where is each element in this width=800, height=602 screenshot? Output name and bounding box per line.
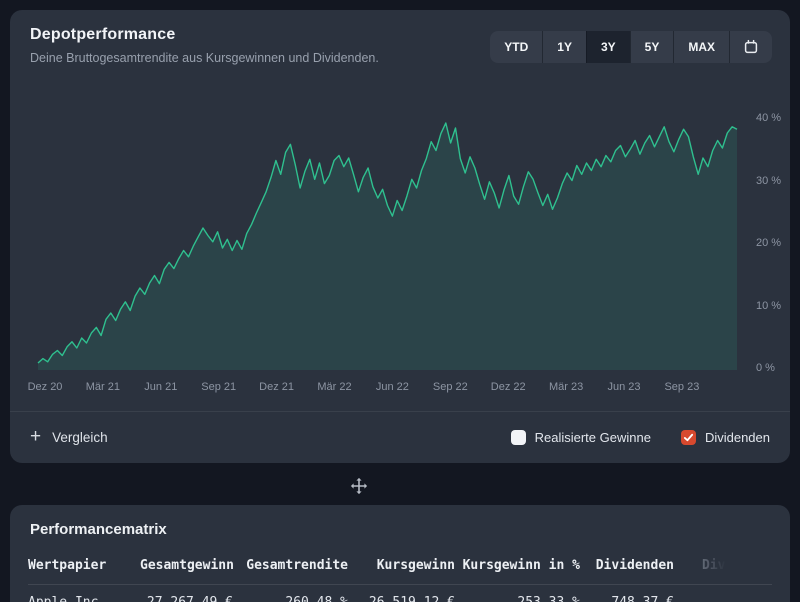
chart-area-fill [38,123,737,370]
calendar-icon [743,39,759,55]
range-button-max[interactable]: MAX [673,31,729,63]
table-header-row: WertpapierGesamtgewinnGesamtrenditeKursg… [28,552,772,585]
x-tick-label: Mär 22 [317,381,351,393]
chart-toggles: Realisierte Gewinne Dividenden [511,430,770,445]
move-cursor-icon[interactable] [350,477,368,495]
x-tick-label: Mär 23 [549,381,583,393]
x-tick-label: Sep 22 [433,381,468,393]
performance-chart[interactable] [28,108,738,370]
table-cell: 27.267,49 € [140,585,233,602]
range-selector: YTD1Y3Y5YMAX [490,31,772,63]
table-cell: 260,48 % [233,585,348,602]
add-comparison-button[interactable]: + Vergleich [30,429,108,446]
y-tick-label: 30 % [756,175,781,187]
x-tick-label: Dez 21 [259,381,294,393]
plus-icon: + [30,427,41,446]
range-button-5y[interactable]: 5Y [630,31,674,63]
checkbox-realisierte-gewinne[interactable]: Realisierte Gewinne [511,430,651,445]
dashboard-page: Depotperformance Deine Bruttogesamtrendi… [0,0,800,602]
compare-label: Vergleich [52,430,108,445]
x-tick-label: Jun 23 [607,381,640,393]
checkbox-unchecked-icon[interactable] [511,430,526,445]
performance-chart-area [28,108,738,370]
range-button-ytd[interactable]: YTD [490,31,542,63]
chart-footer: + Vergleich Realisierte Gewinne Dividende… [10,411,790,463]
column-header: Dividenden [580,552,674,584]
move-arrows-glyph [350,477,368,495]
table-cell: 26.519,12 € [348,585,455,602]
table-row[interactable]: Apple Inc27.267,49 €260,48 %26.519,12 €2… [28,585,772,602]
y-tick-label: 10 % [756,300,781,312]
column-header: Gesamtrendite [233,552,348,584]
calendar-button[interactable] [729,31,772,63]
column-header: Gesamtgewinn [140,552,233,584]
y-tick-label: 20 % [756,237,781,249]
y-axis-labels: 0 % 10 % 20 % 30 % 40 % [746,108,790,380]
table-cell [674,593,772,602]
checkbox-checked-icon[interactable] [681,430,696,445]
checkbox-label: Dividenden [705,430,770,445]
performance-table: WertpapierGesamtgewinnGesamtrenditeKursg… [28,552,772,602]
matrix-title: Performancematrix [30,521,772,538]
range-button-1y[interactable]: 1Y [542,31,586,63]
checkbox-label: Realisierte Gewinne [535,430,651,445]
check-icon [683,432,694,443]
x-tick-label: Dez 20 [28,381,63,393]
depot-performance-card: Depotperformance Deine Bruttogesamtrendi… [10,10,790,463]
y-tick-label: 0 % [756,362,775,374]
page-subtitle: Deine Bruttogesamtrendite aus Kursgewinn… [30,51,379,65]
table-cell: 748,37 € [580,585,674,602]
column-header: Dividenden in % [674,552,772,584]
x-tick-label: Jun 21 [144,381,177,393]
x-tick-label: Sep 21 [201,381,236,393]
x-tick-label: Mär 21 [86,381,120,393]
y-tick-label: 40 % [756,112,781,124]
x-tick-label: Dez 22 [491,381,526,393]
column-header: Wertpapier [28,552,140,584]
table-cell: Apple Inc [28,585,140,602]
column-header: Kursgewinn [348,552,455,584]
x-tick-label: Jun 22 [376,381,409,393]
checkbox-dividenden[interactable]: Dividenden [681,430,770,445]
x-tick-label: Sep 23 [664,381,699,393]
page-title: Depotperformance [30,26,379,44]
card-header: Depotperformance Deine Bruttogesamtrendi… [30,26,379,65]
table-cell: 253,33 % [455,585,580,602]
range-button-3y[interactable]: 3Y [586,31,630,63]
x-axis-labels: Dez 20 Mär 21 Jun 21 Sep 21 Dez 21 Mär 22 Jun … [28,381,738,395]
performance-matrix-card: Performancematrix WertpapierGesamtgewinn… [10,505,790,602]
column-header: Kursgewinn in % [455,552,580,584]
